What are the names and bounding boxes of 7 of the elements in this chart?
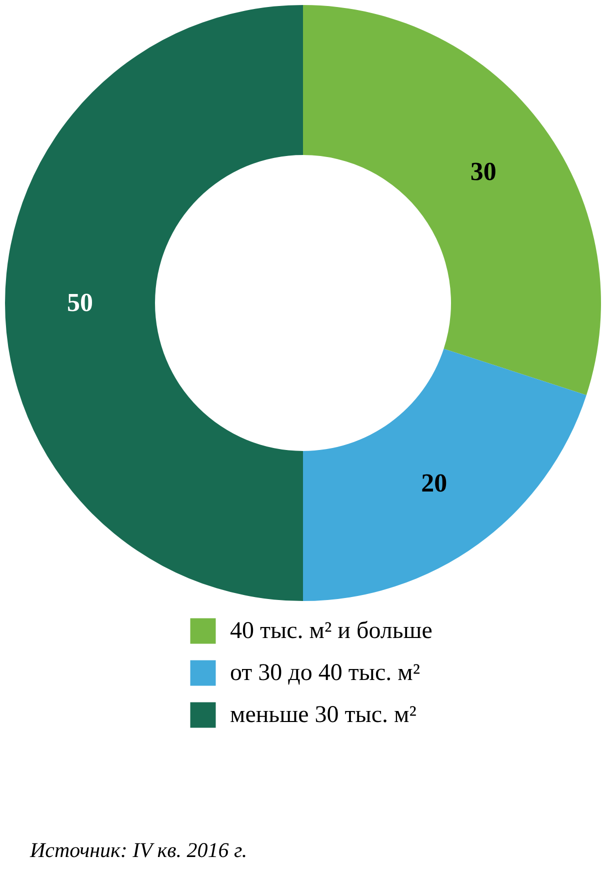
data-label: 30 bbox=[470, 156, 496, 186]
data-label: 50 bbox=[67, 288, 93, 317]
legend-label: от 30 до 40 тыс. м² bbox=[230, 660, 420, 686]
data-label: 20 bbox=[421, 468, 448, 498]
text: Источник: IV кв. 2016 г. bbox=[30, 838, 248, 863]
legend-label: 40 тыс. м² и больше bbox=[230, 618, 432, 644]
legend-label: меньше 30 тыс. м² bbox=[230, 702, 416, 728]
